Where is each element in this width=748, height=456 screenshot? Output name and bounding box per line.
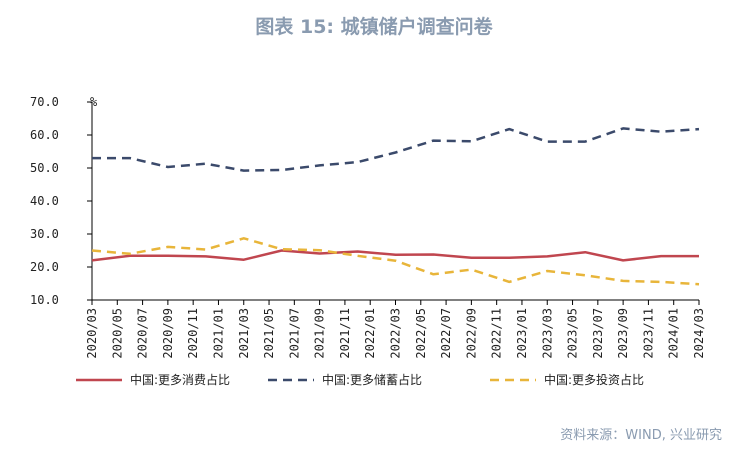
y-tick-label: 20.0 (30, 260, 59, 274)
x-tick-label: 2021/01 (211, 308, 225, 359)
x-tick-label: 2022/11 (490, 308, 504, 359)
series-line-2 (92, 127, 700, 172)
y-tick-label: 40.0 (30, 194, 59, 208)
x-tick-label: 2023/01 (515, 308, 529, 359)
x-tick-label: 2023/11 (641, 308, 655, 359)
y-tick-label: 60.0 (30, 128, 59, 142)
series-line-3 (91, 237, 700, 286)
x-tick-label: 2023/09 (616, 308, 630, 359)
x-tick-label: 2020/11 (186, 308, 200, 359)
legend-label-1: 中国:更多消费占比 (130, 372, 230, 387)
x-tick-label: 2023/05 (566, 308, 580, 359)
x-tick-label: 2022/01 (363, 308, 377, 359)
y-tick-label: 10.0 (30, 293, 59, 307)
x-tick-label: 2024/03 (692, 308, 706, 359)
legend-label-3: 中国:更多投资占比 (544, 372, 644, 387)
x-tick-label: 2022/03 (389, 308, 403, 359)
x-tick-label: 2020/07 (136, 308, 150, 359)
x-tick-label: 2021/09 (313, 308, 327, 359)
x-tick-label: 2021/03 (237, 308, 251, 359)
x-tick-label: 2023/07 (591, 308, 605, 359)
x-tick-label: 2022/05 (414, 308, 428, 359)
x-tick-label: 2024/01 (667, 308, 681, 359)
legend-label-2: 中国:更多储蓄占比 (322, 372, 422, 387)
chart-title: 图表 15: 城镇储户调查问卷 (255, 16, 493, 38)
series-line-1 (91, 249, 699, 262)
x-tick-label: 2021/05 (262, 308, 276, 359)
x-tick-label: 2022/07 (439, 308, 453, 359)
x-tick-label: 2020/09 (161, 308, 175, 359)
x-tick-label: 2021/07 (287, 308, 301, 359)
x-tick-label: 2020/05 (110, 308, 124, 359)
legend: 中国:更多消费占比 中国:更多储蓄占比 中国:更多投资占比 (76, 372, 644, 387)
x-tick-label: 2023/03 (540, 308, 554, 359)
y-axis-unit: % (90, 95, 98, 109)
x-tick-label: 2020/03 (85, 308, 99, 359)
y-tick-label: 70.0 (30, 95, 59, 109)
series-lines (91, 127, 700, 286)
source-note: 资料来源：WIND, 兴业研究 (560, 428, 722, 443)
x-tick-label: 2022/09 (464, 308, 478, 359)
y-tick-label: 50.0 (30, 161, 59, 175)
x-tick-label: 2021/11 (338, 308, 352, 359)
y-tick-label: 30.0 (30, 227, 59, 241)
axes: 70.0 60.0 50.0 40.0 30.0 20.0 10.0% 2020/03 2020… (30, 95, 706, 359)
